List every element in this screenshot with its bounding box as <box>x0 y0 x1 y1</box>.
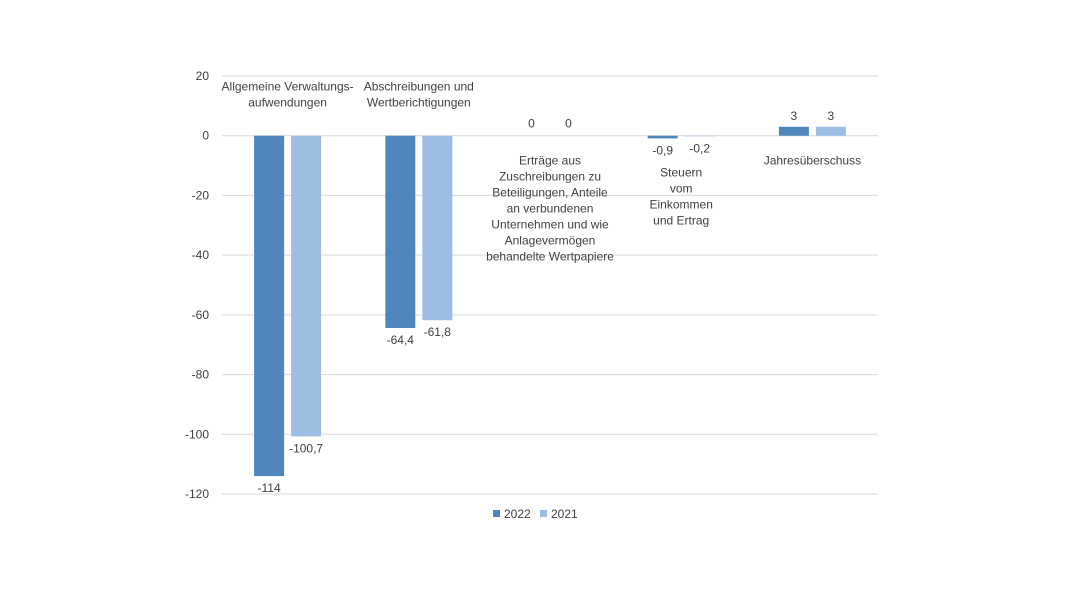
y-tick-label: -100 <box>185 427 209 441</box>
data-label-2022: -64,4 <box>387 333 415 347</box>
category-label-line: Allgemeine Verwaltungs- <box>222 80 354 94</box>
y-tick-label: -80 <box>192 368 210 382</box>
category-label-line: Jahresüberschuss <box>764 154 861 168</box>
category-label-line: Zuschreibungen zu <box>499 170 601 184</box>
y-tick-label: 0 <box>202 129 209 143</box>
bar-2021 <box>815 126 846 136</box>
category-labels: Allgemeine Verwaltungs-aufwendungen Absch… <box>222 80 862 264</box>
category-label: Jahresüberschuss <box>764 154 861 168</box>
data-label-2021: 0 <box>565 117 572 131</box>
bar-2022 <box>254 135 285 477</box>
data-label-2022: 0 <box>528 117 535 131</box>
data-label-2021: -0,2 <box>689 141 710 155</box>
data-labels: -114 -100,7 -64,4 -61,8 0 0 -0,9 -0,2 3 3 <box>258 109 835 495</box>
category-label: Steuern vom Einkommen und Ertrag <box>650 166 713 228</box>
category-label-line: an verbundenen <box>507 202 594 216</box>
category-label-line: Unternehmen und wie <box>491 218 609 232</box>
y-tick-label: -20 <box>192 188 210 202</box>
bar-2022 <box>385 135 416 328</box>
gridlines <box>222 75 878 495</box>
category-label: Abschreibungen und Wertberichtigungen <box>364 80 474 110</box>
category-label-line: Einkommen <box>650 198 713 212</box>
category-label-line: Anlagevermögen <box>505 234 596 248</box>
legend: 2022 2021 <box>493 507 578 521</box>
category-label-line: Wertberichtigungen <box>367 96 471 110</box>
y-tick-label: -120 <box>185 487 209 501</box>
category-label: Erträge aus Zuschreibungen zu Beteiligunge… <box>486 154 614 264</box>
y-axis-ticks: 20 0 -20 -40 -60 -80 -100 -120 <box>185 69 209 501</box>
data-label-2021: -100,7 <box>289 441 323 455</box>
category-label-line: Erträge aus <box>519 154 581 168</box>
bar-2022 <box>778 126 809 136</box>
data-label-2021: 3 <box>828 109 835 123</box>
category-label: Allgemeine Verwaltungs-aufwendungen <box>222 80 354 110</box>
bar-2021 <box>422 135 453 321</box>
y-tick-label: -60 <box>192 308 210 322</box>
category-label-line: Beteiligungen, Anteile <box>492 186 608 200</box>
y-tick-label: 20 <box>196 69 210 83</box>
category-label-line: Steuern <box>660 166 702 180</box>
legend-swatch-2021 <box>540 510 547 517</box>
data-label-2021: -61,8 <box>424 325 452 339</box>
data-label-2022: -0,9 <box>652 143 673 157</box>
data-label-2022: 3 <box>791 109 798 123</box>
bars <box>254 126 846 477</box>
bar-2021 <box>291 135 322 437</box>
category-label-line: Abschreibungen und <box>364 80 474 94</box>
y-tick-label: -40 <box>192 248 210 262</box>
data-label-2022: -114 <box>258 481 281 495</box>
bar-2021 <box>684 135 715 137</box>
legend-swatch-2022 <box>493 510 500 517</box>
legend-label-2022: 2022 <box>504 507 531 521</box>
bar-2022 <box>647 135 678 139</box>
category-label-line: behandelte Wertpapiere <box>486 250 614 264</box>
category-label-line: und Ertrag <box>653 214 709 228</box>
category-label-line: vom <box>670 182 693 196</box>
category-label-line: aufwendungen <box>248 96 327 110</box>
legend-label-2021: 2021 <box>551 507 578 521</box>
